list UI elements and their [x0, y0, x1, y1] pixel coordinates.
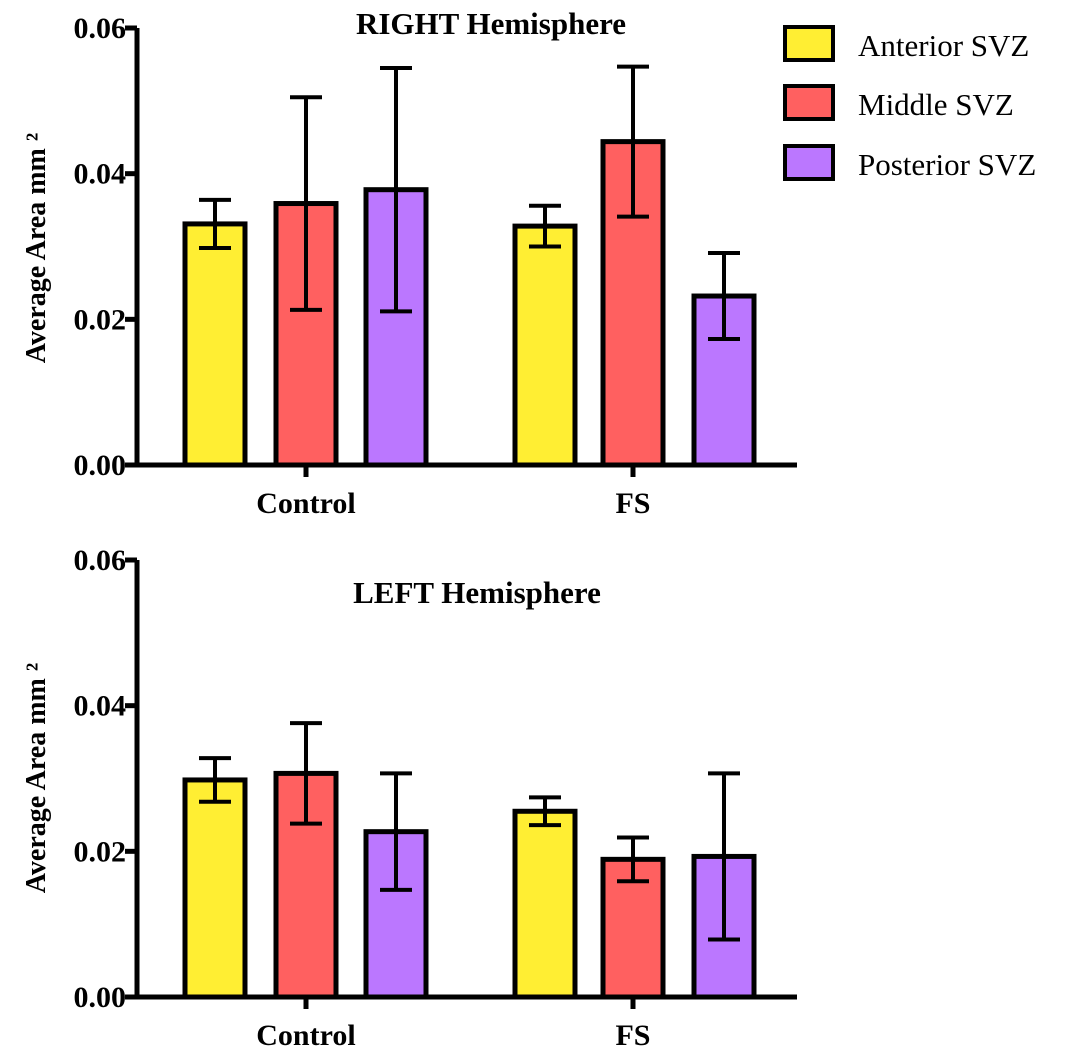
legend-item-middle: Middle SVZ [783, 84, 1014, 122]
bar-anterior-svz-control [182, 221, 248, 468]
legend-label-posterior: Posterior SVZ [858, 147, 1036, 182]
legend-swatch-anterior [783, 25, 835, 62]
chart-title: LEFT Hemisphere [353, 575, 601, 610]
x-tick-label: FS [615, 487, 650, 520]
x-tick-label: Control [256, 487, 355, 520]
legend-label-anterior: Anterior SVZ [858, 28, 1029, 63]
y-tick-label: 0.04 [74, 158, 127, 191]
x-categories: Control FS [256, 997, 651, 1051]
y-tick-label: 0.06 [74, 544, 127, 577]
legend-swatch-posterior [783, 144, 835, 181]
y-tick-label: 0.02 [74, 303, 127, 336]
y-tick-label: 0.04 [74, 690, 127, 723]
legend: Anterior SVZ Middle SVZ Posterior SVZ [783, 25, 1036, 182]
y-tick-label: 0.00 [74, 449, 127, 482]
y-ticks: 0.00 0.02 0.04 0.06 [74, 544, 137, 1014]
legend-swatch-middle [783, 84, 835, 121]
bar-anterior-svz-fs [512, 808, 578, 1000]
chart-title: RIGHT Hemisphere [356, 6, 626, 41]
y-axis-label: Average Area mm ² [21, 133, 52, 364]
y-axis-label: Average Area mm ² [21, 663, 52, 894]
x-tick-label: Control [256, 1019, 355, 1051]
legend-item-posterior: Posterior SVZ [783, 144, 1036, 182]
x-tick-label: FS [615, 1019, 650, 1051]
bars [182, 721, 757, 1000]
y-tick-label: 0.02 [74, 835, 127, 868]
chart-right-hemisphere: RIGHT Hemisphere Average Area mm ² 0.000… [21, 6, 797, 520]
x-categories: Control FS [256, 465, 651, 520]
bar-middle-svz-fs [600, 139, 666, 468]
y-tick-label: 0.06 [74, 12, 127, 45]
y-tick-label: 0.00 [74, 981, 127, 1014]
legend-item-anterior: Anterior SVZ [783, 25, 1029, 63]
bar-anterior-svz-control [182, 777, 248, 1000]
chart-left-hemisphere: LEFT Hemisphere Average Area mm ² 0.000.… [21, 544, 797, 1051]
legend-label-middle: Middle SVZ [858, 87, 1014, 122]
y-ticks: 0.00 0.02 0.04 0.06 [74, 12, 137, 482]
bars [182, 64, 757, 468]
bar-anterior-svz-fs [512, 223, 578, 468]
